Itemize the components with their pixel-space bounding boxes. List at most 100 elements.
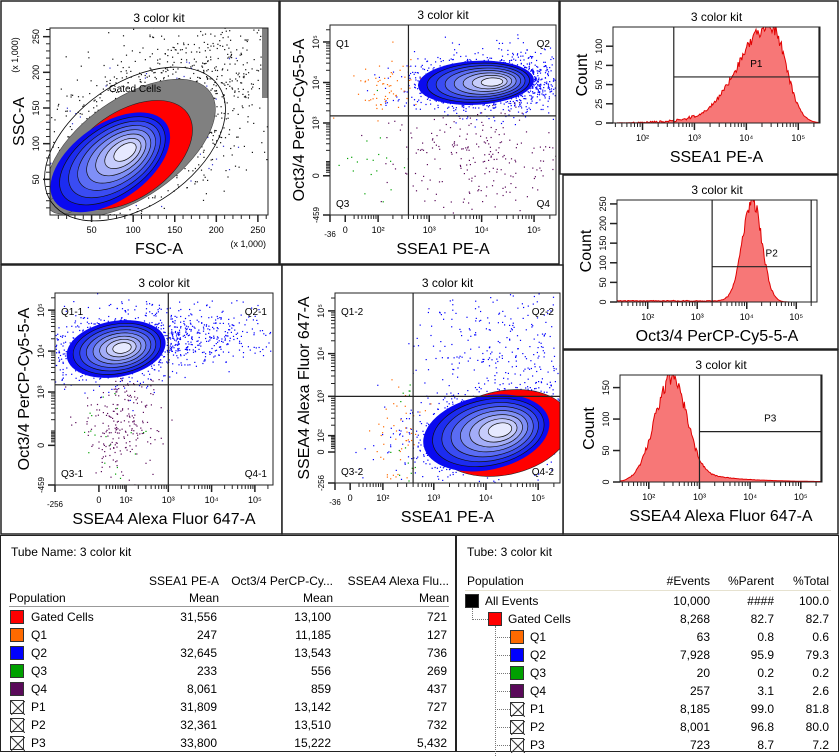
event-dot [99, 308, 100, 309]
plot-title: 3 color kit [691, 10, 743, 24]
event-dot [226, 88, 227, 89]
event-dot [495, 104, 496, 105]
event-dot [112, 59, 113, 60]
event-dot [547, 69, 548, 70]
event-dot [390, 161, 391, 162]
event-dot [213, 84, 214, 85]
event-dot [478, 52, 479, 53]
y-axis-label[interactable]: Count [581, 407, 598, 450]
event-dot [196, 51, 197, 52]
event-dot [367, 90, 368, 91]
y-axis-label[interactable]: Count [578, 229, 595, 272]
event-dot [469, 106, 470, 107]
event-dot [224, 191, 225, 192]
y-tick-label: 250 [598, 196, 608, 211]
event-dot [79, 100, 80, 101]
event-dot [243, 64, 244, 65]
event-dot [58, 352, 59, 353]
event-dot [552, 56, 553, 57]
y-axis-label[interactable]: SSC-A [11, 97, 28, 146]
event-dot [171, 349, 172, 350]
event-dot [488, 59, 489, 60]
event-dot [224, 95, 225, 96]
event-dot [456, 152, 457, 153]
event-dot [486, 186, 487, 187]
event-dot [467, 134, 468, 135]
event-dot [75, 326, 76, 327]
event-dot [389, 86, 390, 87]
event-dot [501, 49, 502, 50]
x-axis-label[interactable]: FSC-A [135, 241, 183, 258]
y-tick-label: 100 [594, 39, 604, 54]
event-dot [230, 52, 231, 53]
event-dot [505, 158, 506, 159]
event-dot [194, 44, 195, 45]
event-dot [509, 192, 510, 193]
x-tick-label: 10³ [693, 492, 706, 502]
event-dot [253, 30, 254, 31]
event-dot [243, 357, 244, 358]
event-dot [198, 164, 199, 165]
y-axis-label[interactable]: Oct3/4 PerCP-Cy5-5-A [291, 38, 308, 201]
event-dot [222, 46, 223, 47]
event-dot [232, 80, 233, 81]
x-axis-label[interactable]: Oct3/4 PerCP-Cy5-5-A [636, 328, 799, 345]
event-dot [551, 91, 552, 92]
event-dot [188, 326, 189, 327]
event-dot [157, 324, 158, 325]
event-dot [476, 119, 477, 120]
event-dot [229, 58, 230, 59]
event-dot [526, 131, 527, 132]
event-dot [133, 29, 134, 30]
event-dot [518, 57, 519, 58]
event-dot [116, 78, 117, 79]
event-dot [208, 69, 209, 70]
event-dot [150, 56, 151, 57]
event-dot [403, 66, 404, 67]
event-dot [175, 352, 176, 353]
event-dot [109, 305, 110, 306]
event-dot [210, 78, 211, 79]
event-dot [164, 77, 165, 78]
event-dot [136, 306, 137, 307]
event-dot [368, 79, 369, 80]
event-dot [231, 54, 232, 55]
event-dot [56, 352, 57, 353]
event-dot [124, 310, 125, 311]
x-axis-label[interactable]: SSEA1 PE-A [396, 241, 490, 258]
x-axis-label[interactable]: SSEA4 Alexa Fluor 647-A [629, 508, 813, 525]
event-dot [511, 108, 512, 109]
event-dot [235, 166, 236, 167]
event-dot [503, 60, 504, 61]
event-dot [543, 62, 544, 63]
event-dot [213, 143, 214, 144]
event-dot [535, 77, 536, 78]
event-dot [93, 107, 94, 108]
event-dot [381, 201, 382, 202]
y-axis-label[interactable]: Count [574, 53, 591, 96]
event-dot [175, 331, 176, 332]
event-dot [146, 304, 147, 305]
event-dot [252, 152, 253, 153]
event-dot [157, 60, 158, 61]
event-dot [529, 68, 530, 69]
event-dot [146, 308, 147, 309]
event-dot [264, 152, 265, 153]
event-dot [490, 110, 491, 111]
event-dot [387, 102, 388, 103]
event-dot [496, 129, 497, 130]
event-dot [387, 98, 388, 99]
event-dot [496, 150, 497, 151]
event-dot [239, 128, 240, 129]
x-axis-label[interactable]: SSEA1 PE-A [670, 149, 764, 166]
event-dot [126, 76, 127, 77]
event-dot [108, 32, 109, 33]
event-dot [520, 56, 521, 57]
event-dot [103, 89, 104, 90]
event-dot [227, 58, 228, 59]
event-dot [238, 74, 239, 75]
